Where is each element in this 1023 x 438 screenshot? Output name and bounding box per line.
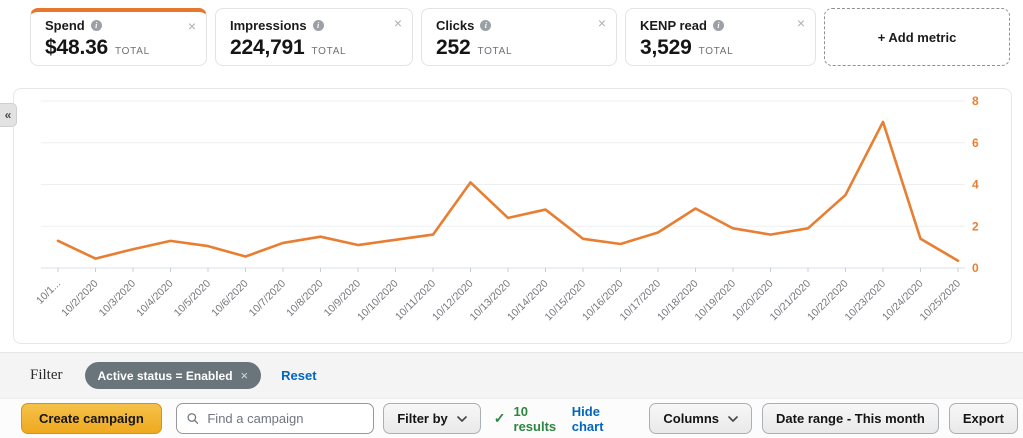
add-metric-label: + Add metric: [877, 29, 957, 45]
hide-chart-link[interactable]: Hide chart: [571, 403, 604, 434]
filter-pill-label: Active status = Enabled: [97, 368, 233, 383]
filter-label: Filter: [30, 367, 63, 383]
info-icon[interactable]: i: [312, 20, 324, 31]
metric-card-clicks[interactable]: Clicks i × 252 TOTAL: [421, 8, 617, 66]
campaign-search-box[interactable]: [175, 403, 375, 434]
columns-button[interactable]: Columns: [649, 403, 753, 434]
close-icon[interactable]: ×: [796, 15, 805, 31]
svg-text:6: 6: [972, 136, 979, 150]
svg-text:10/1...: 10/1...: [34, 278, 63, 307]
remove-filter-icon[interactable]: ×: [240, 368, 249, 383]
campaigns-toolbar: Create campaign Filter by ✓ 10 results H…: [0, 398, 1023, 438]
info-icon[interactable]: i: [480, 20, 492, 31]
info-icon[interactable]: i: [90, 20, 102, 31]
filter-by-button[interactable]: Filter by: [383, 403, 481, 434]
metric-unit: TOTAL: [115, 46, 150, 57]
reset-filters-link[interactable]: Reset: [281, 368, 317, 383]
filter-bar: Filter Active status = Enabled × Reset: [0, 352, 1023, 398]
date-range-button[interactable]: Date range - This month: [762, 403, 939, 434]
svg-text:10/25/2020: 10/25/2020: [917, 278, 963, 324]
metric-label: Impressions: [230, 18, 307, 33]
columns-label: Columns: [663, 411, 720, 426]
search-input[interactable]: [205, 410, 364, 427]
close-icon[interactable]: ×: [393, 15, 402, 31]
svg-text:0: 0: [972, 261, 979, 275]
export-button[interactable]: Export: [948, 403, 1018, 434]
svg-text:8: 8: [972, 94, 979, 108]
search-icon: [187, 413, 199, 425]
check-icon: ✓: [493, 410, 506, 426]
create-campaign-button[interactable]: Create campaign: [21, 403, 162, 434]
metric-value: 252: [436, 36, 471, 59]
active-filter-pill[interactable]: Active status = Enabled ×: [84, 362, 262, 389]
metric-unit: TOTAL: [477, 46, 513, 57]
export-label: Export: [962, 411, 1004, 426]
metric-value: 224,791: [230, 36, 305, 59]
metric-value: $48.36: [45, 36, 109, 59]
metric-label: KENP read: [640, 18, 707, 33]
svg-text:2: 2: [972, 219, 979, 233]
svg-text:10/6/2020: 10/6/2020: [209, 278, 251, 320]
spend-chart-panel: 0 2 4 6 8 10/1... 10/2/2020 10/3/2020 10/4/2020 1…: [13, 88, 1012, 344]
spend-line-chart[interactable]: 0246810/1...10/2/202010/3/202010/4/20201…: [14, 89, 1011, 343]
metric-card-spend[interactable]: Spend i × $48.36 TOTAL: [30, 8, 207, 66]
create-campaign-label: Create campaign: [39, 411, 144, 426]
info-icon[interactable]: i: [712, 20, 724, 31]
date-range-label: Date range - This month: [776, 411, 925, 426]
chevron-down-icon: [728, 415, 738, 422]
svg-text:10/8/2020: 10/8/2020: [284, 278, 326, 320]
add-metric-button[interactable]: + Add metric: [824, 8, 1010, 66]
chevron-down-icon: [456, 415, 467, 422]
close-icon[interactable]: ×: [187, 18, 196, 34]
svg-text:10/2/2020: 10/2/2020: [59, 278, 101, 320]
results-count-label: 10 results: [513, 403, 557, 434]
metric-unit: TOTAL: [311, 46, 347, 57]
metric-card-kenp-read[interactable]: KENP read i × 3,529 TOTAL: [625, 8, 816, 66]
filter-by-label: Filter by: [397, 411, 448, 426]
close-icon[interactable]: ×: [597, 15, 606, 31]
metrics-row: Spend i × $48.36 TOTAL Impressions i × 2…: [0, 0, 1023, 66]
collapse-icon: «: [4, 108, 12, 122]
svg-text:10/5/2020: 10/5/2020: [172, 278, 214, 320]
svg-text:4: 4: [972, 178, 979, 192]
svg-text:10/4/2020: 10/4/2020: [134, 278, 176, 320]
svg-text:10/7/2020: 10/7/2020: [247, 278, 289, 320]
metric-label: Clicks: [436, 18, 475, 33]
results-count: ✓ 10 results: [494, 404, 572, 434]
metric-value: 3,529: [640, 36, 692, 59]
collapse-sidebar-handle[interactable]: «: [0, 103, 17, 127]
svg-text:10/3/2020: 10/3/2020: [97, 278, 139, 320]
metric-card-impressions[interactable]: Impressions i × 224,791 TOTAL: [215, 8, 413, 66]
metric-unit: TOTAL: [698, 46, 734, 57]
metric-label: Spend: [45, 18, 85, 33]
